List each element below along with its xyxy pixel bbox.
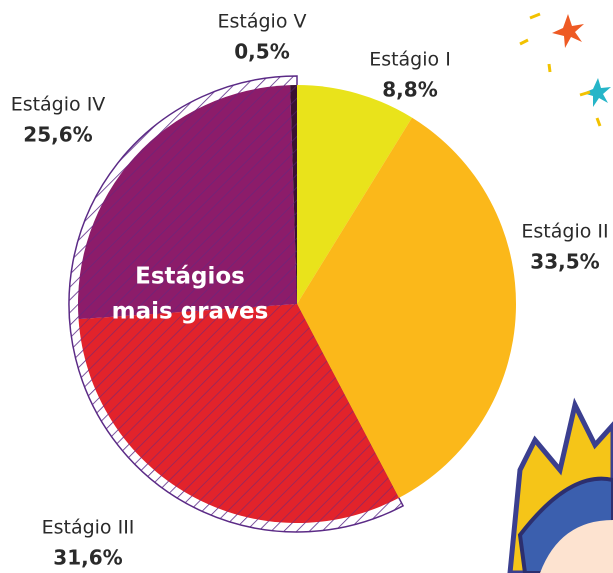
chart: Estágio I 8,8% Estágio II 33,5% Estágio III 3… [0,0,613,573]
slice-label: Estágio V [218,11,307,33]
slice-label: Estágio II [521,221,608,243]
value-label: 33,5% [530,250,599,274]
annotation: Estágios [135,264,245,290]
value-label: 8,8% [382,78,437,102]
slice-label: Estágio IV [11,94,106,116]
annotation: mais graves [112,299,269,325]
slice-label: Estágio I [369,49,451,71]
value-label: 31,6% [53,546,122,570]
decoration [510,14,613,573]
slice-label: Estágio III [42,517,135,539]
value-label: 0,5% [234,40,289,64]
value-label: 25,6% [23,123,92,147]
